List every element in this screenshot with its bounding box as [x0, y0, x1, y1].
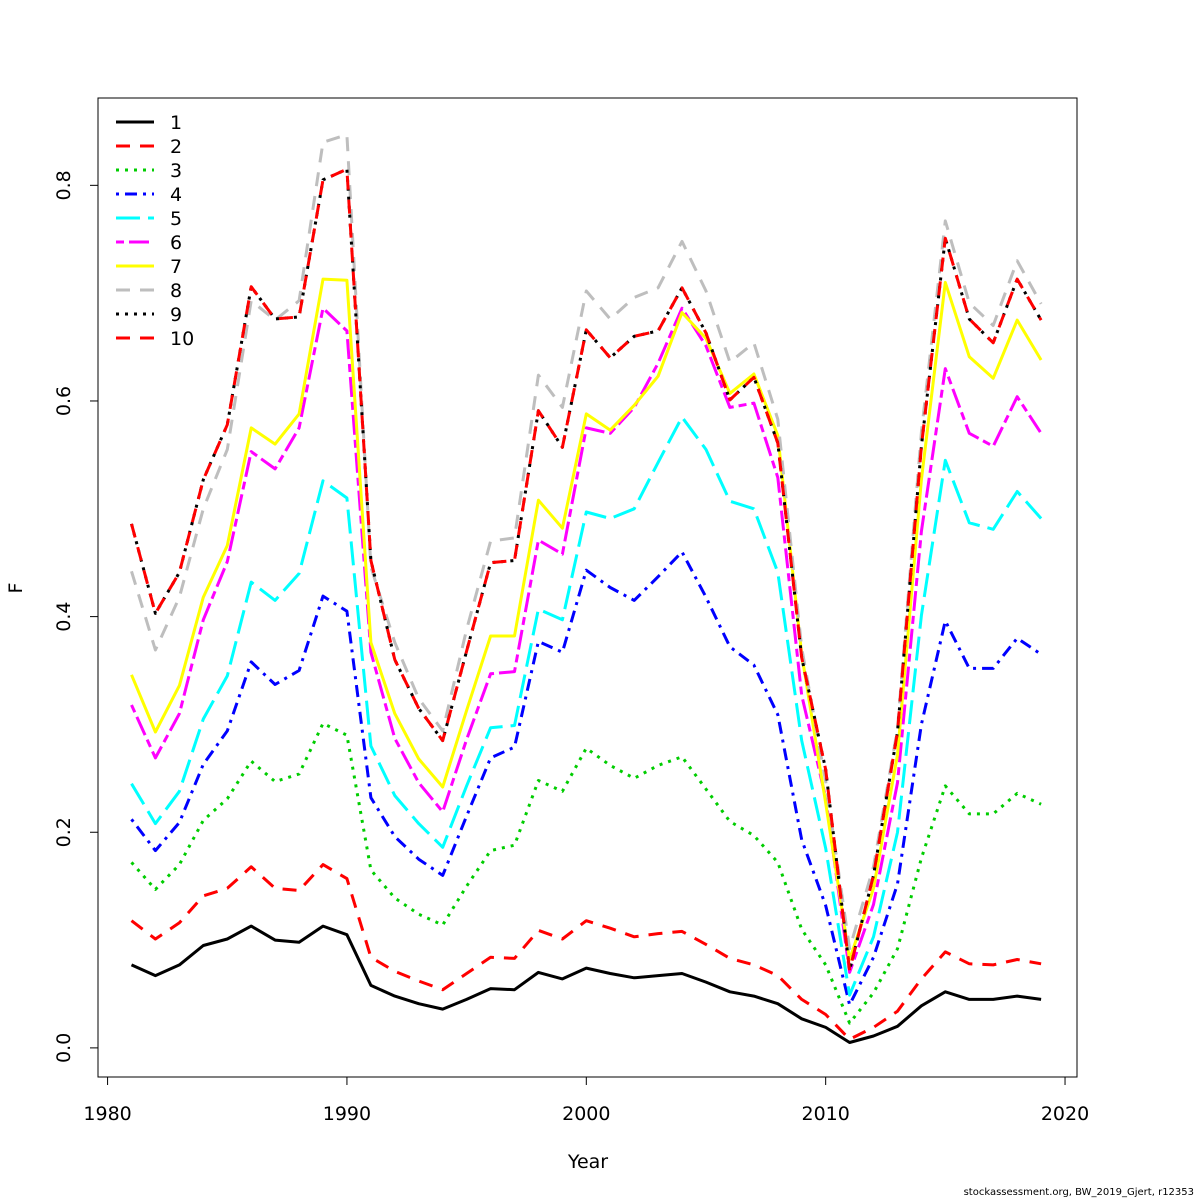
y-tick-label: 0.8 — [53, 170, 75, 200]
y-tick-label: 0.2 — [53, 817, 75, 847]
x-tick-label: 1990 — [323, 1103, 371, 1125]
legend-label-9: 9 — [170, 304, 182, 326]
series-line-7 — [130, 277, 1043, 961]
y-axis-label: F — [5, 583, 27, 594]
legend-label-8: 8 — [170, 280, 182, 302]
series-line-1 — [130, 924, 1042, 1044]
y-tick-label: 0.0 — [53, 1033, 75, 1063]
legend-label-3: 3 — [170, 160, 182, 182]
series-line-5 — [130, 415, 1043, 997]
series-line-2 — [130, 863, 1042, 1041]
x-axis-label: Year — [567, 1151, 608, 1173]
series-line-3 — [130, 721, 1042, 1025]
legend-label-5: 5 — [170, 208, 182, 230]
x-tick-label: 2020 — [1041, 1103, 1089, 1125]
legend-label-7: 7 — [170, 256, 182, 278]
x-tick-label: 1980 — [83, 1103, 131, 1125]
series-line-10 — [130, 167, 1043, 972]
series-line-6 — [130, 306, 1043, 974]
x-tick-label: 2010 — [801, 1103, 849, 1125]
footer-credit: stockassessment.org, BW_2019_Gjert, r123… — [963, 1187, 1194, 1198]
legend-label-1: 1 — [170, 112, 182, 134]
y-axis: 0.0 0.2 0.4 0.6 0.8 — [53, 170, 99, 1063]
legend-label-6: 6 — [170, 232, 182, 254]
legend-label-2: 2 — [170, 136, 182, 158]
x-axis: 1980 1990 2000 2010 2020 — [83, 1076, 1089, 1125]
y-tick-label: 0.4 — [53, 602, 75, 632]
series-lines — [130, 133, 1043, 1044]
legend-label-4: 4 — [170, 184, 182, 206]
x-tick-label: 2000 — [562, 1103, 610, 1125]
series-line-9 — [130, 167, 1043, 972]
series-line-4 — [130, 550, 1042, 1007]
series-line-8 — [130, 133, 1043, 951]
legend-label-10: 10 — [170, 328, 194, 350]
y-tick-label: 0.6 — [53, 386, 75, 416]
